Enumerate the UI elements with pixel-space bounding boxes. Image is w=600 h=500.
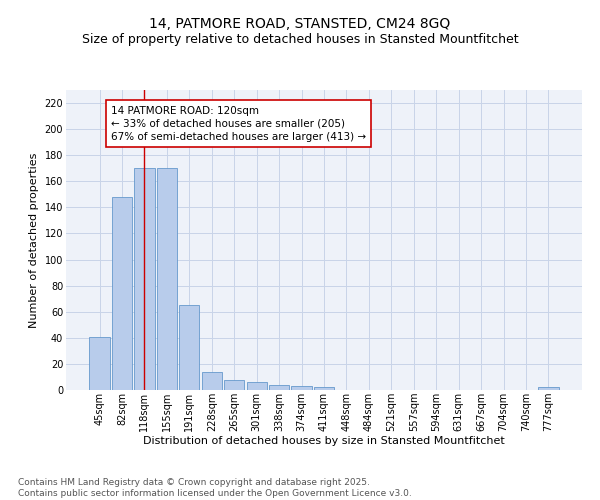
- Bar: [224, 380, 244, 390]
- Bar: [202, 372, 222, 390]
- Bar: [179, 305, 199, 390]
- Text: 14 PATMORE ROAD: 120sqm
← 33% of detached houses are smaller (205)
67% of semi-d: 14 PATMORE ROAD: 120sqm ← 33% of detache…: [111, 106, 366, 142]
- Text: Contains HM Land Registry data © Crown copyright and database right 2025.
Contai: Contains HM Land Registry data © Crown c…: [18, 478, 412, 498]
- Text: 14, PATMORE ROAD, STANSTED, CM24 8GQ: 14, PATMORE ROAD, STANSTED, CM24 8GQ: [149, 18, 451, 32]
- X-axis label: Distribution of detached houses by size in Stansted Mountfitchet: Distribution of detached houses by size …: [143, 436, 505, 446]
- Bar: [157, 168, 177, 390]
- Bar: [314, 388, 334, 390]
- Bar: [89, 336, 110, 390]
- Bar: [292, 386, 311, 390]
- Y-axis label: Number of detached properties: Number of detached properties: [29, 152, 39, 328]
- Bar: [538, 388, 559, 390]
- Bar: [269, 385, 289, 390]
- Bar: [112, 197, 132, 390]
- Text: Size of property relative to detached houses in Stansted Mountfitchet: Size of property relative to detached ho…: [82, 32, 518, 46]
- Bar: [134, 168, 155, 390]
- Bar: [247, 382, 267, 390]
